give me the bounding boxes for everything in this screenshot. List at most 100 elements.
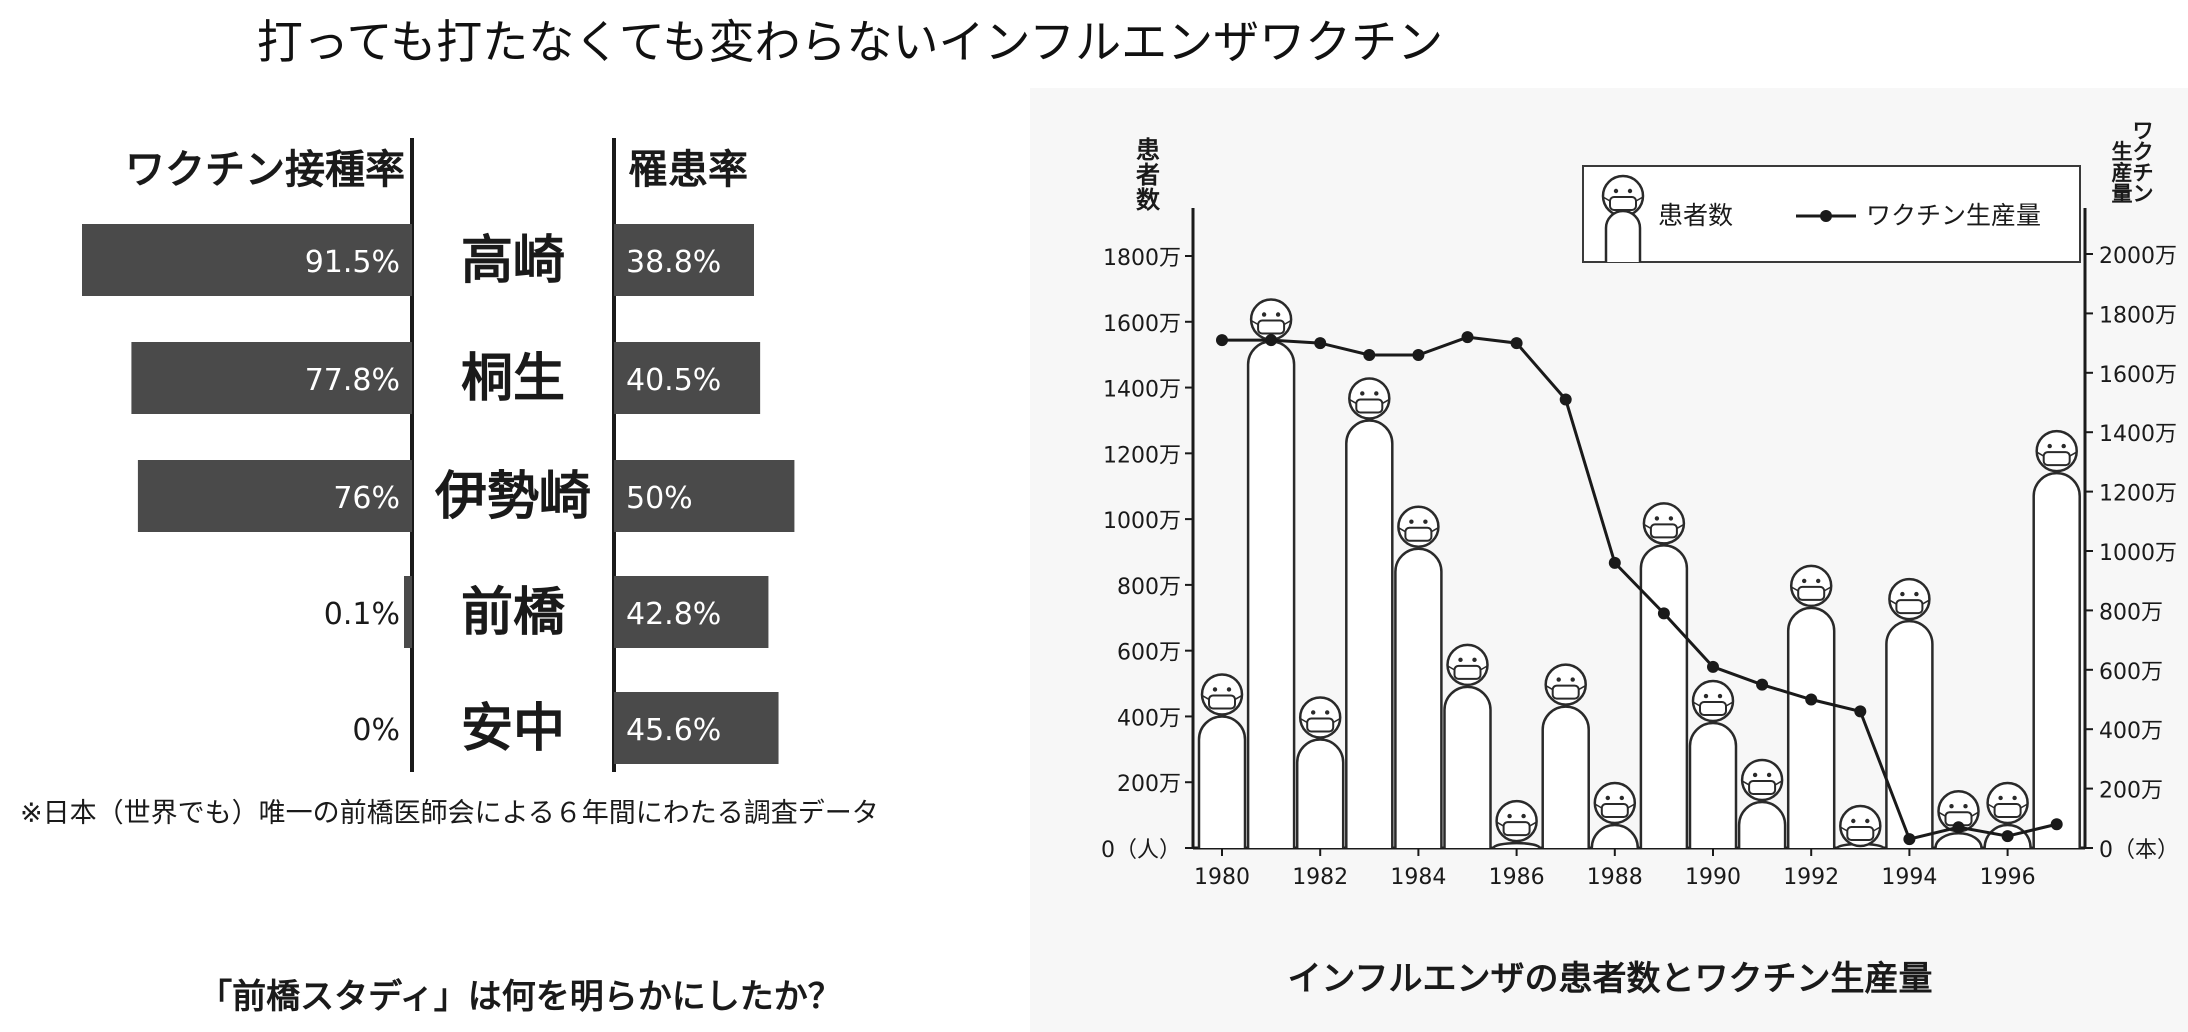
- y2-tick-label: 1800万: [2099, 303, 2177, 328]
- left-chart-footnote: ※日本（世界でも）唯一の前橋医師会による６年間にわたる調査データ: [20, 798, 879, 829]
- infection-bar-0: [614, 224, 754, 296]
- vaccine-production-line: [1222, 335, 2058, 841]
- y-tick-label: 800万: [1117, 575, 1181, 600]
- patient-face-icon: [1544, 663, 1587, 706]
- patient-face-icon: [1789, 564, 1833, 608]
- infection-bar-3: [614, 576, 769, 648]
- svg-text:者: 者: [1136, 161, 1160, 189]
- patients-bar-15: [1934, 832, 1983, 849]
- city-label-4: 安中: [461, 699, 565, 759]
- svg-text:患: 患: [1136, 136, 1160, 164]
- svg-text:生: 生: [2112, 140, 2133, 164]
- vaccine-point-15: [1952, 821, 1965, 834]
- patients-bar-0: [1197, 715, 1247, 848]
- city-label-2: 伊勢崎: [434, 467, 591, 527]
- right-chart-caption: インフルエンザの患者数とワクチン生産量: [1288, 959, 1933, 999]
- patient-face-icon: [1397, 505, 1440, 548]
- left-chart-caption: 「前橋スタディ」は何を明らかにしたか？: [198, 977, 842, 1017]
- patients-bar-14: [1885, 619, 1934, 848]
- patients-bar-11: [1737, 800, 1787, 848]
- vaccine-point-4: [1412, 348, 1425, 361]
- y2-tick-label: 1000万: [2099, 541, 2177, 566]
- vaccination-bar-0: [82, 224, 412, 296]
- y-tick-label: 400万: [1117, 706, 1181, 731]
- patients-bar-9: [1639, 544, 1689, 848]
- vaccine-point-5: [1461, 331, 1474, 344]
- vaccination-label-4: 0%: [352, 713, 400, 748]
- y2-axis-title: ワクチン生産量: [2112, 119, 2154, 206]
- x-tick-label: 1996: [1980, 865, 2036, 890]
- y-axis-title: 患者数: [1136, 136, 1161, 214]
- page-title: 打っても打たなくても変わらないインフルエンザワクチン: [256, 15, 1444, 69]
- patient-face-icon: [1200, 673, 1244, 716]
- y2-tick-label: 200万: [2099, 779, 2163, 804]
- infection-label-3: 42.8%: [626, 597, 721, 632]
- vaccine-point-2: [1314, 337, 1327, 350]
- svg-text:ク: ク: [2133, 140, 2154, 164]
- vaccine-point-16: [2001, 830, 2014, 843]
- x-tick-label: 1982: [1292, 865, 1348, 890]
- x-tick-label: 1980: [1194, 865, 1250, 890]
- patient-face-icon: [1298, 696, 1342, 739]
- vaccine-point-7: [1559, 393, 1572, 406]
- x-tick-label: 1984: [1390, 865, 1446, 890]
- chart-legend: 患者数 ワクチン生産量: [1582, 165, 2081, 263]
- vaccine-point-1: [1265, 334, 1278, 347]
- vaccine-point-12: [1805, 693, 1818, 706]
- patients-bar-1: [1246, 340, 1296, 848]
- y-tick-label: 1200万: [1103, 443, 1181, 468]
- x-tick-label: 1990: [1685, 865, 1741, 890]
- vaccine-point-17: [2050, 818, 2063, 831]
- vaccination-bar-2: [137, 460, 412, 532]
- infection-bar-4: [614, 692, 779, 764]
- infection-label-4: 45.6%: [626, 713, 721, 748]
- patients-bar-4: [1394, 547, 1443, 848]
- vaccination-bar-1: [131, 342, 412, 414]
- vaccination-label-0: 91.5%: [305, 245, 400, 280]
- patients-bar-5: [1443, 685, 1492, 848]
- patient-face-icon: [1348, 377, 1391, 420]
- svg-text:数: 数: [1136, 186, 1161, 214]
- right-header-infection-rate: 罹患率: [628, 147, 748, 193]
- patient-face-icon: [1740, 758, 1784, 802]
- vaccine-point-11: [1756, 678, 1769, 691]
- svg-text:産: 産: [2112, 161, 2133, 185]
- vaccination-label-3: 0.1%: [324, 597, 400, 632]
- patient-face-icon: [1593, 781, 1637, 825]
- y2-tick-label: 1200万: [2099, 482, 2177, 507]
- city-label-3: 前橋: [461, 583, 566, 643]
- infection-label-0: 38.8%: [626, 245, 721, 280]
- city-label-0: 高崎: [461, 231, 565, 291]
- patient-face-icon: [1986, 781, 2029, 825]
- y2-tick-label: 800万: [2099, 600, 2163, 625]
- vaccine-point-6: [1510, 337, 1523, 350]
- y-tick-label: 1800万: [1103, 246, 1181, 271]
- patients-bar-17: [2032, 471, 2081, 848]
- vaccine-point-3: [1363, 348, 1376, 361]
- y2-tick-label: 2000万: [2099, 244, 2177, 269]
- svg-text:ン: ン: [2133, 182, 2154, 206]
- patients-bar-3: [1345, 419, 1394, 848]
- y-tick-label: 1400万: [1103, 378, 1181, 403]
- infection-bar-1: [614, 342, 761, 414]
- patients-bar-7: [1541, 705, 1590, 848]
- patients-bar-10: [1688, 721, 1738, 848]
- patient-face-icon: [1642, 502, 1686, 545]
- patient-face-icon: [1249, 298, 1293, 341]
- infection-label-2: 50%: [626, 481, 693, 516]
- vaccination-bar-3: [404, 576, 412, 648]
- patient-face-icon: [1691, 679, 1735, 723]
- vaccine-point-9: [1657, 607, 1670, 620]
- patients-bar-2: [1295, 738, 1345, 848]
- patient-face-icon: [1446, 643, 1489, 687]
- patients-bar-6: [1492, 841, 1541, 849]
- y-tick-label: 600万: [1117, 641, 1181, 666]
- left-header-vaccination-rate: ワクチン接種率: [125, 147, 405, 193]
- svg-text:チ: チ: [2133, 161, 2154, 185]
- vaccine-point-14: [1903, 833, 1916, 846]
- patient-face-icon: [1839, 804, 1882, 848]
- x-tick-label: 1994: [1881, 865, 1937, 890]
- vaccine-point-13: [1854, 705, 1867, 718]
- y-tick-label: 200万: [1117, 772, 1181, 797]
- y2-tick-label: 0（本）: [2099, 838, 2179, 863]
